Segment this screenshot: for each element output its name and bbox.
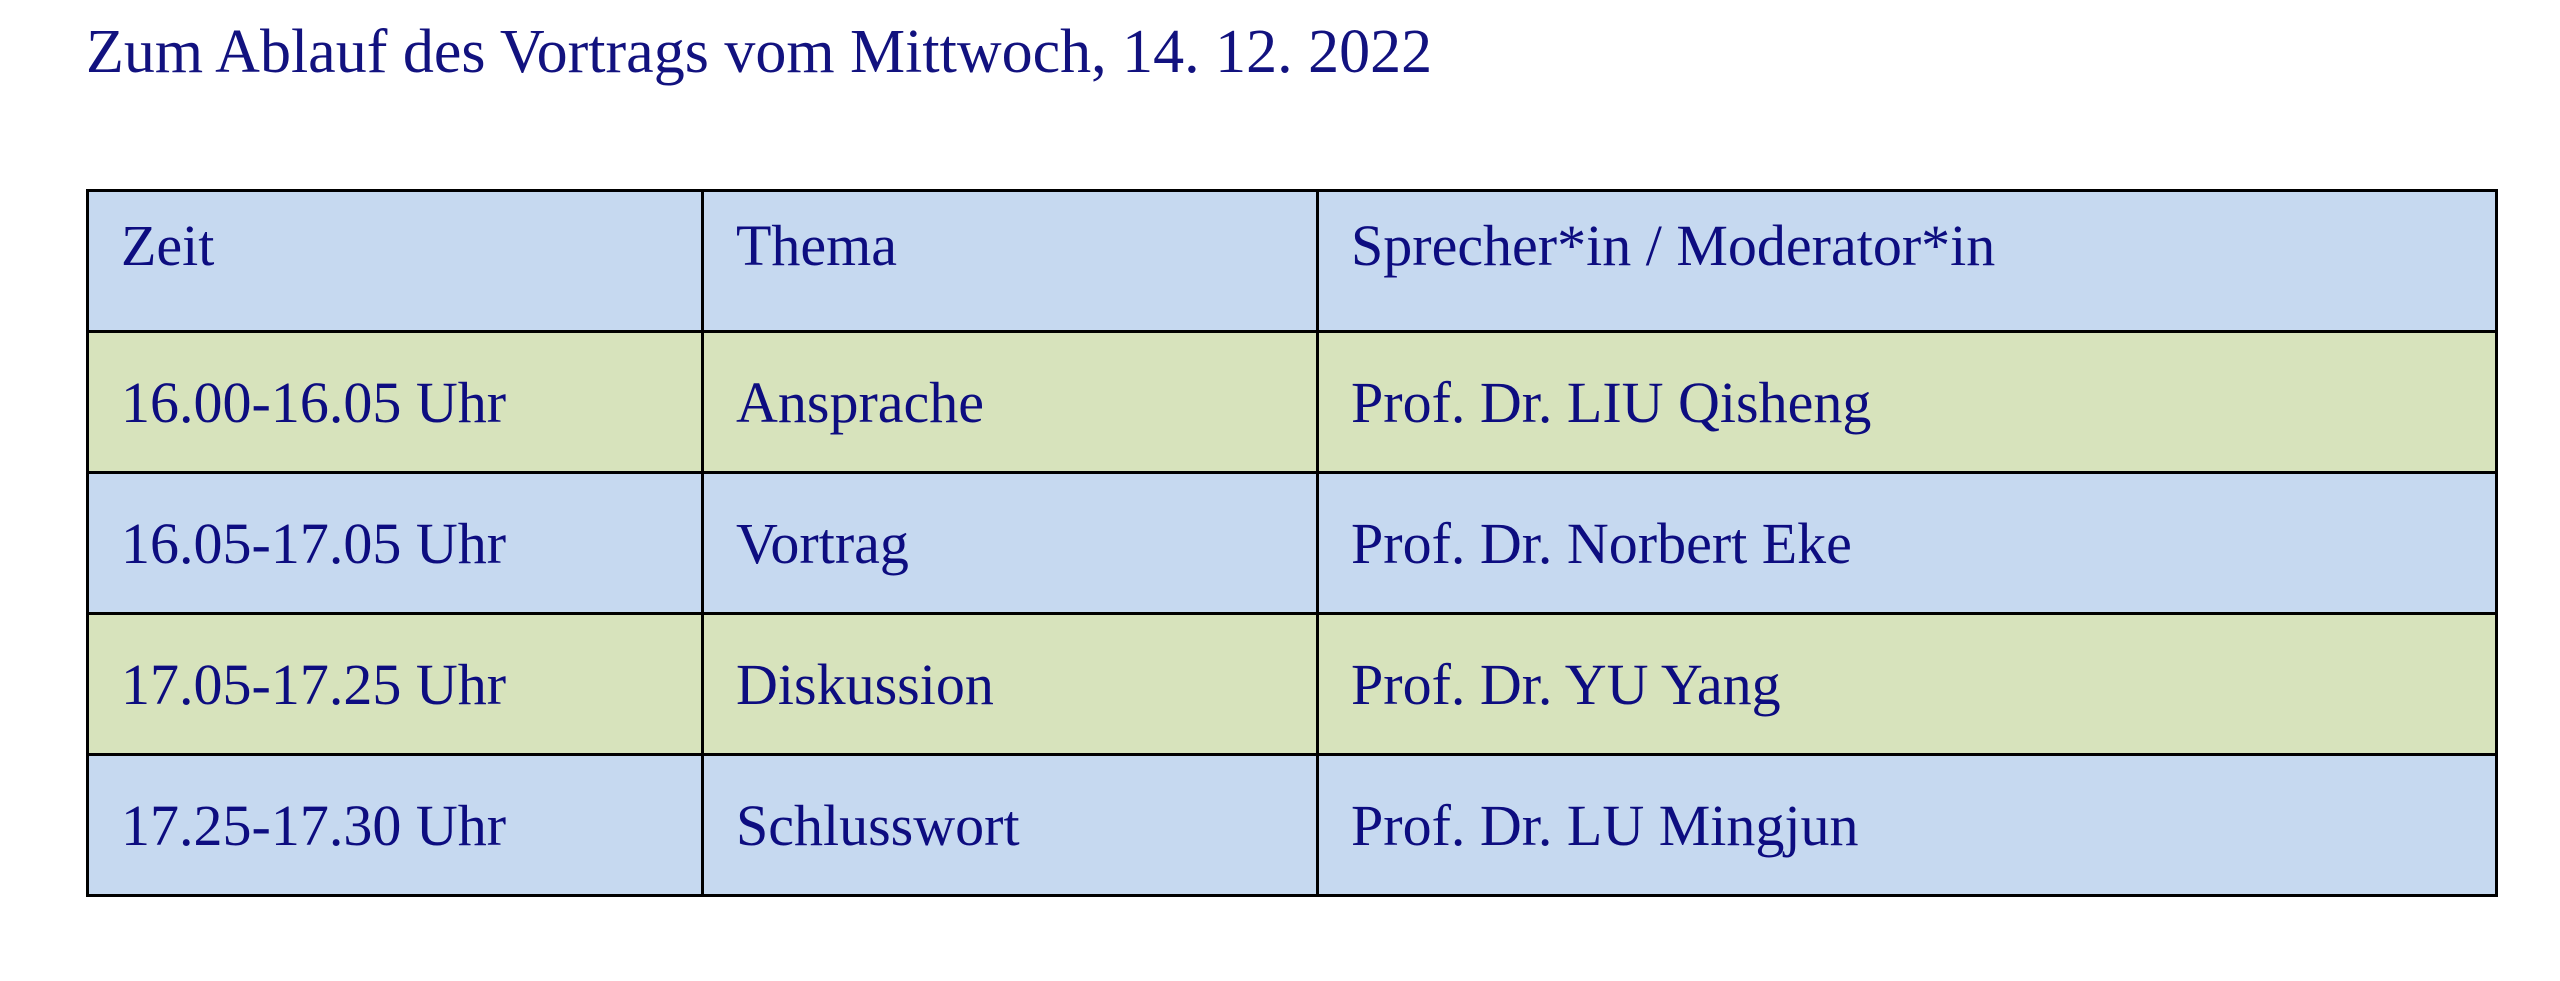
cell-thema: Vortrag — [701, 471, 1319, 615]
cell-zeit: 16.05-17.05 Uhr — [86, 471, 704, 615]
cell-sprecher: Prof. Dr. LIU Qisheng — [1316, 330, 2498, 474]
cell-zeit: 17.05-17.25 Uhr — [86, 612, 704, 756]
page-title: Zum Ablauf des Vortrags vom Mittwoch, 14… — [86, 18, 1433, 86]
cell-thema: Diskussion — [701, 612, 1319, 756]
cell-zeit: 17.25-17.30 Uhr — [86, 753, 704, 897]
table-row: 16.00-16.05 Uhr Ansprache Prof. Dr. LIU … — [86, 330, 2498, 474]
table-header-row: Zeit Thema Sprecher*in / Moderator*in — [86, 189, 2498, 333]
cell-sprecher: Prof. Dr. LU Mingjun — [1316, 753, 2498, 897]
cell-sprecher: Prof. Dr. Norbert Eke — [1316, 471, 2498, 615]
cell-sprecher: Prof. Dr. YU Yang — [1316, 612, 2498, 756]
table-row: 17.05-17.25 Uhr Diskussion Prof. Dr. YU … — [86, 612, 2498, 756]
cell-thema: Schlusswort — [701, 753, 1319, 897]
header-thema: Thema — [701, 189, 1319, 333]
header-sprecher: Sprecher*in / Moderator*in — [1316, 189, 2498, 333]
table-row: 17.25-17.30 Uhr Schlusswort Prof. Dr. LU… — [86, 753, 2498, 897]
schedule-table: Zeit Thema Sprecher*in / Moderator*in 16… — [86, 189, 2498, 897]
cell-thema: Ansprache — [701, 330, 1319, 474]
header-zeit: Zeit — [86, 189, 704, 333]
cell-zeit: 16.00-16.05 Uhr — [86, 330, 704, 474]
table-row: 16.05-17.05 Uhr Vortrag Prof. Dr. Norber… — [86, 471, 2498, 615]
